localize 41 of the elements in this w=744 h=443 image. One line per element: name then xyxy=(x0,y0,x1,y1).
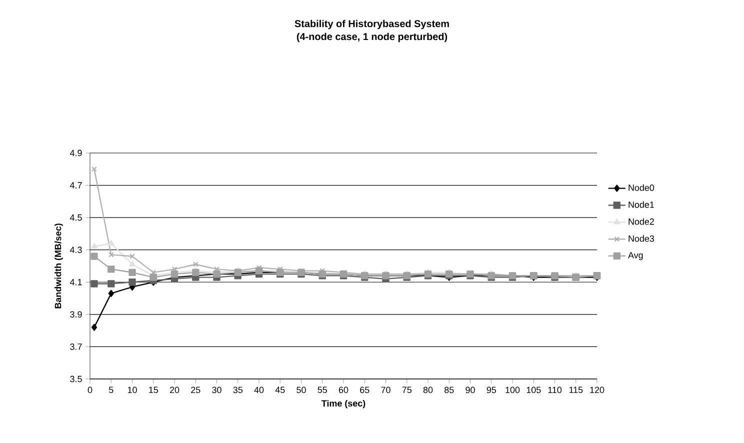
y-tick-label: 4.3 xyxy=(70,246,82,254)
x-tick-label: 80 xyxy=(423,386,433,394)
y-tick-label: 4.5 xyxy=(70,214,82,221)
x-tick-label: 100 xyxy=(506,386,520,394)
chart-title: Stability of Historybased System (4-node case, 1 node perturbed) xyxy=(294,20,449,42)
y-tick-label: 4.7 xyxy=(70,182,82,188)
x-tick-label: 45 xyxy=(275,386,285,394)
x-tick-label: 105 xyxy=(526,386,541,394)
x-tick-label: 70 xyxy=(381,386,390,394)
x-tick-label: 10 xyxy=(128,386,137,394)
x-tick-label: 15 xyxy=(149,386,158,394)
x-tick-label: 90 xyxy=(466,386,475,394)
legend-label: Node1 xyxy=(628,201,654,208)
x-tick-label: 35 xyxy=(233,386,242,394)
x-tick-label: 0 xyxy=(88,386,92,394)
x-tick-label: 5 xyxy=(109,386,114,394)
x-tick-label: 20 xyxy=(170,386,180,394)
legend-label: Node3 xyxy=(628,235,654,242)
x-tick-label: 115 xyxy=(569,386,583,394)
x-tick-label: 60 xyxy=(338,386,348,394)
x-tick-label: 75 xyxy=(402,386,412,394)
y-tick-label: 3.7 xyxy=(70,344,82,350)
x-tick-label: 120 xyxy=(590,386,604,394)
y-tick-label: 4.9 xyxy=(70,150,82,156)
x-tick-label: 25 xyxy=(191,386,200,394)
y-tick-label: 4.1 xyxy=(70,279,82,286)
x-tick-label: 30 xyxy=(212,386,222,394)
legend-label: Avg xyxy=(628,252,643,260)
y-axis-title: Bandwidth (MB/sec) xyxy=(54,224,63,308)
x-axis-title: Time (sec) xyxy=(322,400,366,408)
y-tick-label: 3.5 xyxy=(70,376,82,382)
x-tick-label: 40 xyxy=(254,386,264,394)
x-tick-label: 85 xyxy=(444,386,454,394)
x-tick-label: 95 xyxy=(486,386,496,394)
legend-label: Node2 xyxy=(628,218,654,225)
y-tick-label: 3.9 xyxy=(70,311,82,318)
x-tick-label: 65 xyxy=(360,386,370,394)
x-tick-label: 50 xyxy=(296,386,306,394)
x-tick-label: 110 xyxy=(548,386,562,394)
legend-label: Node0 xyxy=(628,184,654,191)
x-tick-label: 55 xyxy=(318,386,327,394)
